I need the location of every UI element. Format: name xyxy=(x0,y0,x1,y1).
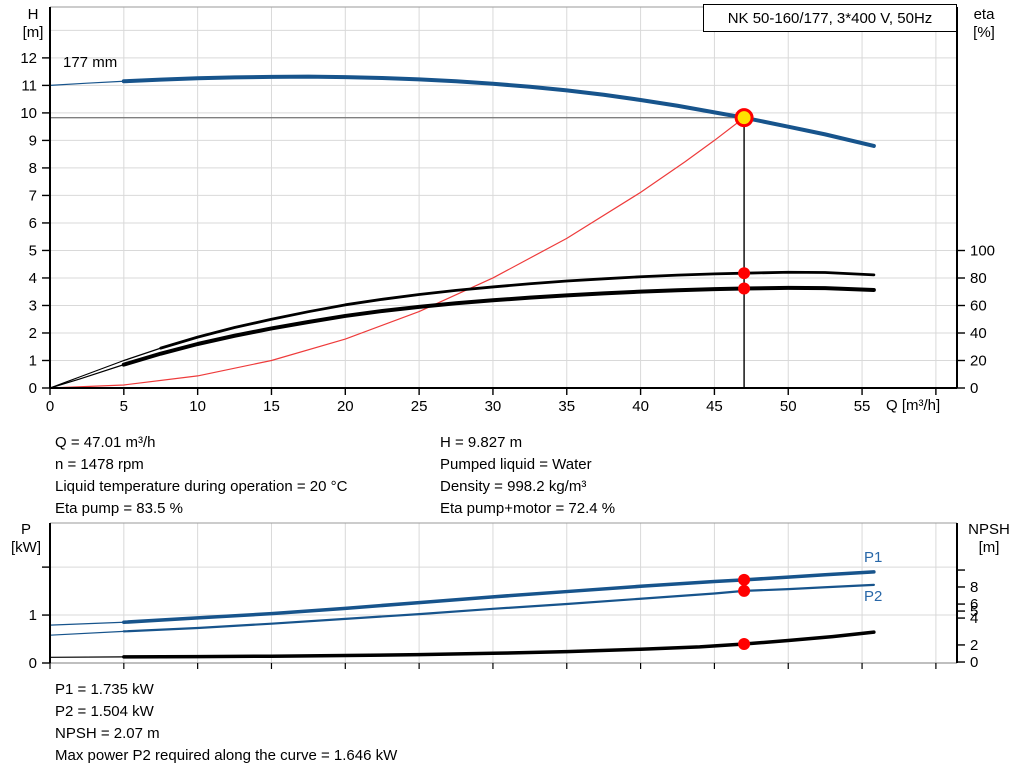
h-axis-title-line2: [m] xyxy=(22,24,44,41)
info-eta-pump-motor: Eta pump+motor = 72.4 % xyxy=(440,500,616,517)
h-tick-label: 3 xyxy=(29,297,37,314)
h-tick-label: 0 xyxy=(29,380,37,397)
q-tick-label: 0 xyxy=(46,398,54,415)
chart-title-box: NK 50-160/177, 3*400 V, 50Hz xyxy=(703,4,957,32)
q-tick-label: 15 xyxy=(263,398,280,415)
q-tick-label: 45 xyxy=(706,398,723,415)
power-markers xyxy=(738,573,751,650)
duty-info-right: H = 9.827 m Pumped liquid = Water Densit… xyxy=(440,432,615,520)
h-tick-label: 6 xyxy=(29,215,37,232)
qh-chart: 0 5 10 15 20 25 30 35 40 45 50 55012345678910111202… xyxy=(20,6,995,415)
npsh-axis-title: NPSH [m] xyxy=(960,521,1018,557)
p-axis-title-line2: [kW] xyxy=(11,539,41,556)
curve-eta-pump-motor xyxy=(121,285,876,367)
p-tick-label: 0 xyxy=(29,655,37,672)
curve-eta-pump xyxy=(159,270,876,350)
q-tick-label: 55 xyxy=(854,398,871,415)
power-grid xyxy=(50,523,957,663)
info-p1: P1 = 1.735 kW xyxy=(55,681,154,698)
q-tick-label: 20 xyxy=(337,398,354,415)
power-info: P1 = 1.735 kW P2 = 1.504 kW NPSH = 2.07 … xyxy=(55,679,397,767)
chart-title-text: NK 50-160/177, 3*400 V, 50Hz xyxy=(727,9,933,27)
curve-p1 xyxy=(122,570,876,624)
curve-npsh xyxy=(122,630,876,659)
duty-point xyxy=(734,108,754,128)
h-tick-label: 12 xyxy=(20,50,37,67)
q-tick-label: 5 xyxy=(120,398,128,415)
qh-markers xyxy=(734,108,754,295)
h-tick-label: 9 xyxy=(29,132,37,149)
p-axis-title-line1: P xyxy=(20,521,31,538)
qh-grid xyxy=(50,7,957,388)
q-tick-label: 35 xyxy=(558,398,575,415)
h-tick-label: 7 xyxy=(29,187,37,204)
eta-tick-label: 60 xyxy=(970,298,987,315)
duty-info-left: Q = 47.01 m³/h n = 1478 rpm Liquid tempe… xyxy=(55,432,347,520)
h-axis-title: H [m] xyxy=(14,6,52,42)
npsh-axis-title-line1: NPSH xyxy=(968,521,1010,538)
eta-operating-dot-1 xyxy=(738,267,751,280)
eta-axis-title-line1: eta xyxy=(973,6,995,23)
curve-head-177mm xyxy=(121,74,876,148)
p1-curve-label: P1 xyxy=(864,549,883,566)
h-axis-title-line1: H xyxy=(27,6,39,23)
npsh-operating-dot xyxy=(738,637,751,650)
qh-curves xyxy=(49,74,876,389)
info-npsh: NPSH = 2.07 m xyxy=(55,725,160,742)
h-tick-label: 5 xyxy=(29,242,37,259)
p-axis-title: P [kW] xyxy=(7,521,45,557)
h-tick-label: 4 xyxy=(29,270,37,287)
h-tick-label: 2 xyxy=(29,325,37,342)
npsh-tick-label: 5 xyxy=(970,603,978,620)
p1-operating-dot xyxy=(738,573,751,586)
q-tick-label: 10 xyxy=(189,398,206,415)
eta-axis-title-line2: [%] xyxy=(973,24,995,41)
info-head: H = 9.827 m xyxy=(440,434,523,451)
curve-system-curve-thin xyxy=(49,117,745,389)
info-liquid-temp: Liquid temperature during operation = 20… xyxy=(55,478,348,495)
h-tick-label: 10 xyxy=(20,105,37,122)
npsh-tick-label: 8 xyxy=(970,579,978,596)
power-curves xyxy=(49,570,876,659)
h-tick-label: 1 xyxy=(29,352,37,369)
impeller-size-label: 177 mm xyxy=(63,54,118,71)
q-tick-label: 40 xyxy=(632,398,649,415)
p2-operating-dot xyxy=(738,584,751,597)
eta-tick-label: 40 xyxy=(970,325,987,342)
h-tick-label: 8 xyxy=(29,160,37,177)
eta-tick-label: 20 xyxy=(970,353,987,370)
info-max-power: Max power P2 required along the curve = … xyxy=(55,747,398,764)
npsh-tick-label: 4 xyxy=(970,610,978,627)
eta-tick-label: 0 xyxy=(970,380,978,397)
info-q: Q = 47.01 m³/h xyxy=(55,434,156,451)
curve-p2 xyxy=(122,583,875,633)
q-tick-label: 30 xyxy=(485,398,502,415)
npsh-tick-label: 2 xyxy=(970,637,978,654)
npsh-tick-label: 6 xyxy=(970,596,978,613)
p-tick-label: 1 xyxy=(29,607,37,624)
q-axis-title: Q [m³/h] xyxy=(886,397,941,414)
info-speed: n = 1478 rpm xyxy=(55,456,144,473)
npsh-tick-label: 0 xyxy=(970,654,978,671)
qh-ticks: 0 5 10 15 20 25 30 35 40 45 50 55012345678910111202… xyxy=(20,50,995,415)
info-eta-pump: Eta pump = 83.5 % xyxy=(55,500,183,517)
info-pumped-liquid: Pumped liquid = Water xyxy=(440,456,592,473)
p2-curve-label: P2 xyxy=(864,588,883,605)
info-density: Density = 998.2 kg/m³ xyxy=(440,478,587,495)
q-tick-label: 50 xyxy=(780,398,797,415)
info-p2: P2 = 1.504 kW xyxy=(55,703,154,720)
eta-axis-title: eta [%] xyxy=(962,6,1006,42)
q-tick-label: 25 xyxy=(411,398,428,415)
npsh-axis-title-line2: [m] xyxy=(978,539,1000,556)
h-tick-label: 11 xyxy=(21,77,37,94)
eta-tick-label: 100 xyxy=(970,243,995,260)
eta-tick-label: 80 xyxy=(970,270,987,287)
eta-operating-dot-2 xyxy=(738,282,751,295)
